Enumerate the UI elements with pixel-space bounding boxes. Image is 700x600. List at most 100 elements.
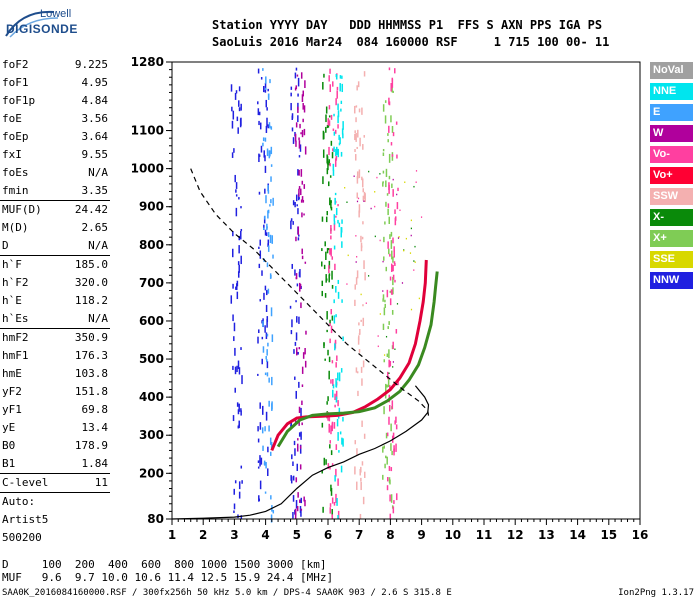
echo-trace-mark [362,195,365,201]
parameter-row: yF2 151.8 [0,383,110,401]
echo-trace-mark [259,250,262,259]
echo-trace-mark [259,122,262,130]
echo-trace-mark [295,194,298,202]
echo-trace-mark [395,121,398,125]
echo-trace-mark [342,438,344,447]
echo-trace-mark [332,384,335,389]
echo-trace-mark [292,495,295,502]
echo-trace-mark [364,272,366,281]
echo-trace-mark [270,126,273,130]
echo-trace-mark [388,101,391,106]
parameter-name: h`F [2,258,22,271]
echo-trace-mark [358,108,361,113]
parameter-value: 13.4 [81,421,109,434]
echo-dot-mark [394,348,396,351]
echo-trace-mark [336,498,338,506]
echo-trace-mark [261,270,263,276]
echo-trace-mark [257,101,259,105]
echo-trace-mark [232,415,235,422]
parameter-value: 69.8 [81,403,109,416]
echo-trace-mark [236,283,238,291]
echo-trace-mark [292,475,295,481]
parameter-value: 1.84 [81,457,109,470]
echo-trace-mark [264,372,267,376]
echo-trace-mark [268,122,271,127]
echo-trace-mark [340,100,343,104]
echo-trace-mark [302,352,305,359]
echo-trace-mark [335,156,338,160]
echo-trace-mark [360,481,362,491]
echo-trace-mark [295,347,298,356]
echo-trace-mark [356,171,359,179]
echo-trace-mark [388,349,390,359]
parameter-name: h`F2 [2,276,29,289]
echo-trace-mark [329,465,331,470]
echo-trace-mark [388,216,390,224]
echo-trace-mark [296,316,298,323]
echo-trace-mark [233,148,235,153]
x-tick-label: 6 [324,528,332,542]
echo-trace-mark [353,105,356,114]
echo-trace-mark [300,199,303,203]
plot-frame [171,61,641,520]
echo-dot-mark [413,269,415,271]
echo-trace-mark [266,316,269,323]
echo-trace-mark [262,320,264,327]
echo-trace-mark [267,239,270,247]
echo-trace-mark [258,263,261,269]
echo-trace-mark [335,207,338,216]
echo-trace-mark [390,115,392,123]
echo-trace-mark [331,508,333,518]
echo-trace-mark [383,256,385,261]
echo-trace-mark [296,74,299,77]
echo-trace-mark [335,468,337,477]
echo-trace-mark [342,121,344,130]
echo-trace-mark [337,478,339,486]
echo-dot-mark [396,303,399,305]
echo-trace-mark [327,349,329,356]
legend-item-vo-: Vo+ [650,167,693,184]
echo-trace-mark [295,332,298,341]
echo-trace-mark [291,454,293,460]
legend-item-nne: NNE [650,83,693,100]
parameter-name: yE [2,421,16,434]
echo-dot-mark [415,181,417,183]
echo-trace-mark [330,487,333,496]
echo-trace-mark [297,351,299,355]
echo-trace-mark [238,491,241,499]
echo-trace-mark [332,389,334,398]
parameter-name: B1 [2,457,16,470]
parameter-row: yE 13.4 [0,419,110,437]
echo-dot-mark [377,335,379,337]
echo-trace-mark [338,372,341,382]
echo-trace-mark [265,99,268,108]
y-tick-label: 400 [139,390,164,404]
echo-trace-mark [295,500,298,509]
legend-item-w: W [650,125,693,142]
echo-trace-mark [328,146,330,156]
echo-dot-mark [388,372,390,375]
echo-trace-mark [257,68,260,74]
echo-trace-mark [326,156,329,165]
echo-trace-mark [363,191,366,199]
echo-trace-mark [391,250,393,260]
echo-trace-mark [263,150,265,158]
echo-trace-mark [329,319,331,324]
echo-dot-mark [410,308,413,311]
echo-trace-mark [339,75,342,79]
echo-trace-mark [340,232,343,238]
echo-trace-mark [231,106,233,112]
echo-trace-mark [329,84,332,93]
echo-trace-mark [257,466,260,469]
x-tick-label: 10 [444,528,461,542]
echo-trace-mark [392,264,394,272]
echo-dot-mark [376,176,378,179]
parameter-name: hmF1 [2,349,29,362]
parameter-row: foE 3.56 [0,110,110,128]
echo-trace-mark [259,460,261,467]
echo-trace-mark [297,106,299,113]
echo-trace-mark [328,423,330,433]
echo-trace-mark [257,336,259,344]
echo-trace-mark [269,437,272,445]
echo-trace-mark [386,384,388,388]
